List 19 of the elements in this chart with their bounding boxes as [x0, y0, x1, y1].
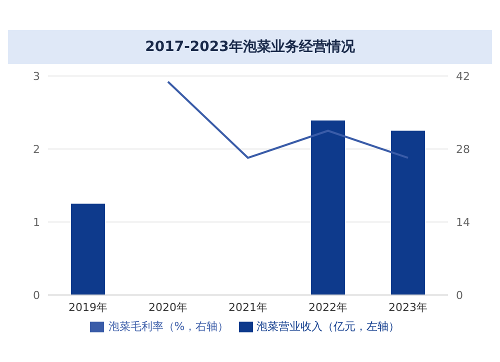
chart-title: 2017-2023年泡菜业务经营情况 — [8, 30, 492, 64]
bar — [71, 204, 105, 295]
legend-label: 泡菜营业收入（亿元，左轴） — [256, 320, 400, 333]
x-tick-label: 2021年 — [228, 300, 268, 314]
y2-tick-label: 0 — [456, 288, 463, 302]
x-tick-label: 2022年 — [308, 300, 348, 314]
legend-label: 泡菜毛利率（%，右轴） — [108, 320, 229, 333]
y2-tick-label: 14 — [456, 216, 470, 229]
y2-tick-label: 28 — [456, 142, 470, 156]
x-tick-label: 2020年 — [148, 300, 188, 314]
x-tick-label: 2019年 — [68, 300, 108, 314]
y-tick-label: 1 — [33, 216, 40, 229]
x-tick-label: 2023年 — [388, 300, 428, 314]
y2-tick-label: 42 — [456, 70, 470, 83]
bar — [391, 130, 425, 295]
y-tick-label: 0 — [33, 288, 40, 302]
y-tick-label: 3 — [33, 70, 40, 83]
bar — [311, 120, 345, 295]
y-tick-label: 2 — [33, 142, 40, 156]
